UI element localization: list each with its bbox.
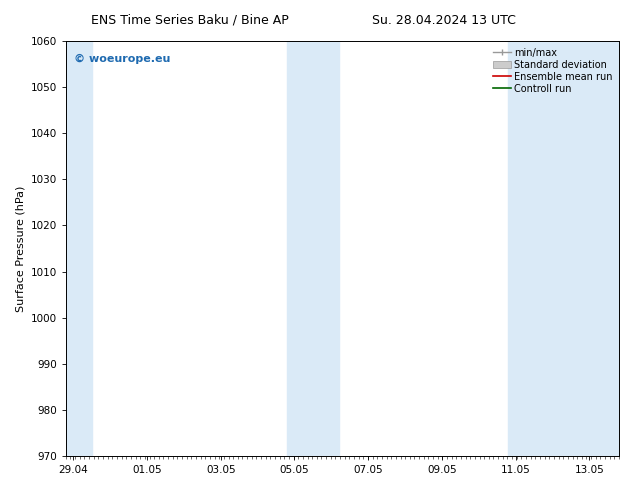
Text: ENS Time Series Baku / Bine AP: ENS Time Series Baku / Bine AP [91, 14, 289, 27]
Bar [508, 41, 619, 456]
Bar [287, 41, 339, 456]
Text: Su. 28.04.2024 13 UTC: Su. 28.04.2024 13 UTC [372, 14, 515, 27]
Text: © woeurope.eu: © woeurope.eu [74, 53, 171, 64]
Bar [66, 41, 92, 456]
Legend: min/max, Standard deviation, Ensemble mean run, Controll run: min/max, Standard deviation, Ensemble me… [491, 46, 614, 96]
Y-axis label: Surface Pressure (hPa): Surface Pressure (hPa) [15, 185, 25, 312]
